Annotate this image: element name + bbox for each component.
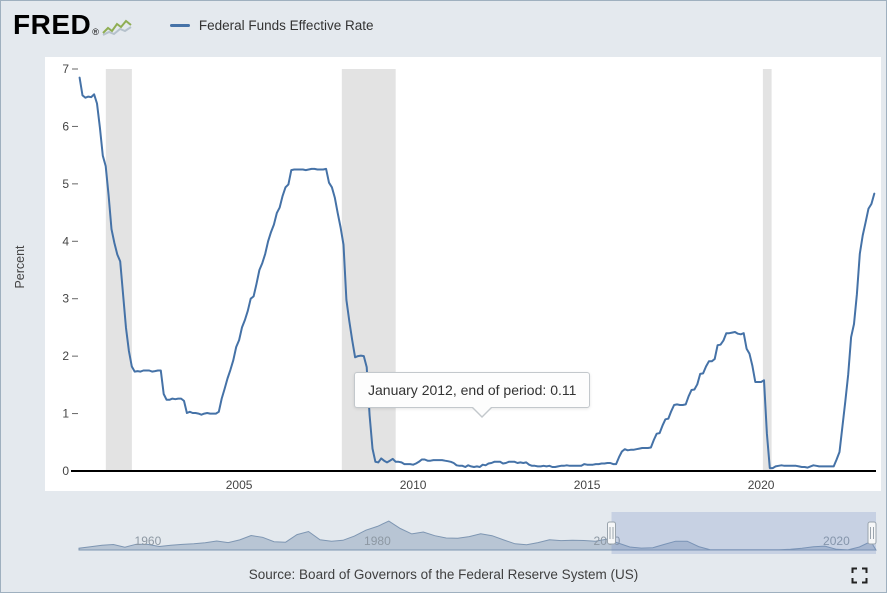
fred-sparkline-icon: [102, 19, 132, 36]
series-legend: Federal Funds Effective Rate: [169, 17, 374, 33]
header: FRED ® Federal Funds Effective Rate: [13, 11, 373, 39]
navigator-handle-right[interactable]: [867, 521, 877, 545]
legend-line-swatch: [169, 23, 190, 27]
navigator-handle-left[interactable]: [607, 521, 616, 545]
y-tick-label: 5: [62, 177, 69, 191]
fred-logo[interactable]: FRED ®: [13, 11, 132, 39]
main-chart-panel: 0 1 2 3 4 5 6 7 2005 2010 2015 2020: [45, 57, 881, 491]
y-tick-label: 1: [62, 407, 69, 421]
navigator-year-label: 1980: [364, 534, 391, 548]
y-tick-label: 4: [62, 234, 69, 248]
fullscreen-button[interactable]: [851, 567, 869, 585]
series-line[interactable]: [78, 76, 876, 470]
tooltip: January 2012, end of period: 0.11: [354, 372, 591, 418]
fullscreen-icon: [851, 567, 868, 584]
navigator-area-series: [78, 520, 877, 551]
recession-band: [762, 69, 772, 471]
main-chart[interactable]: 0 1 2 3 4 5 6 7 2005 2010 2015 2020: [45, 57, 881, 491]
source-text: Source: Board of Governors of the Federa…: [248, 567, 639, 582]
x-tick-label: 2010: [400, 478, 427, 491]
navigator-chart[interactable]: 1960198020002020: [78, 512, 877, 554]
y-axis-title: Percent: [13, 245, 27, 289]
x-tick-label: 2005: [226, 478, 253, 491]
tooltip-value: 0.11: [550, 382, 577, 398]
legend-label: Federal Funds Effective Rate: [198, 17, 374, 33]
y-tick-label: 3: [62, 292, 69, 306]
fred-logo-text: FRED: [13, 9, 92, 40]
y-tick-label: 7: [62, 62, 69, 76]
registered-trademark: ®: [92, 27, 99, 37]
y-tick-label: 6: [62, 119, 69, 133]
range-navigator: 1960198020002020: [78, 512, 877, 554]
y-tick-label: 2: [62, 349, 69, 363]
tooltip-label: January 2012, end of period:: [368, 382, 547, 398]
recession-band: [105, 69, 132, 471]
x-tick-label: 2015: [574, 478, 601, 491]
navigator-selected-region[interactable]: [611, 512, 877, 554]
y-tick-label: 0: [62, 464, 69, 478]
navigator-year-label: 2020: [823, 534, 850, 548]
navigator-year-label: 1960: [135, 534, 162, 548]
x-tick-label: 2020: [748, 478, 775, 491]
